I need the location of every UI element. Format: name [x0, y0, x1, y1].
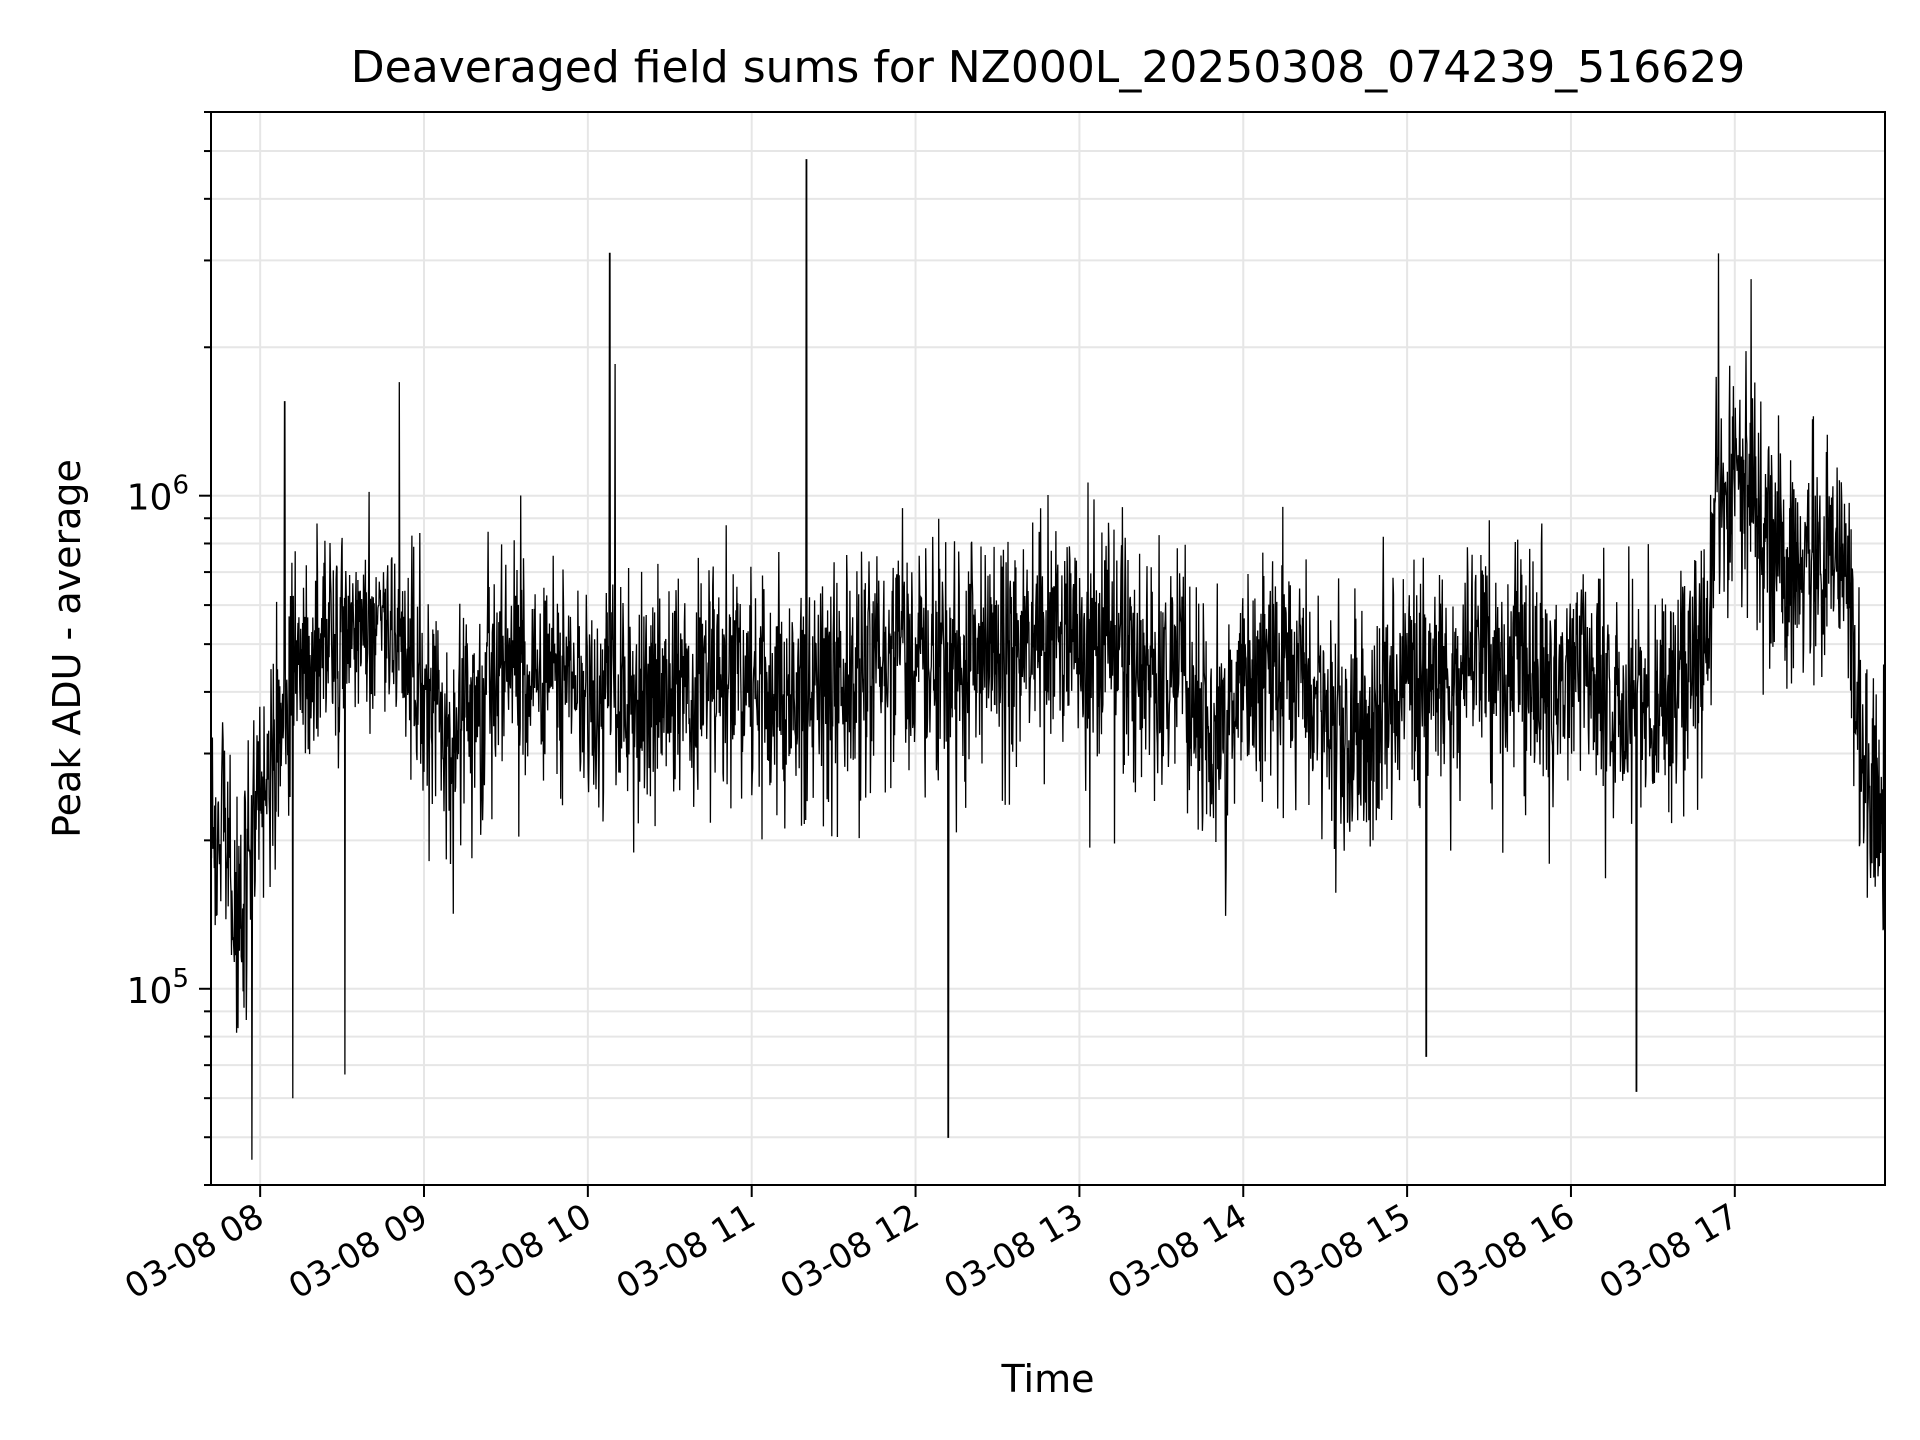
series-line — [210, 159, 1886, 1160]
plot-frame — [210, 111, 1886, 1186]
y-axis: 105 106 — [127, 111, 211, 1186]
chart-title: Deaveraged field sums for NZ000L_2025030… — [351, 42, 1745, 93]
y-axis-label: Peak ADU - average — [45, 459, 89, 838]
y-tick-label: 105 — [127, 964, 189, 1012]
plot-area — [210, 159, 1886, 1160]
y-tick-label: 106 — [127, 471, 189, 519]
x-axis-label: Time — [1001, 1357, 1095, 1401]
